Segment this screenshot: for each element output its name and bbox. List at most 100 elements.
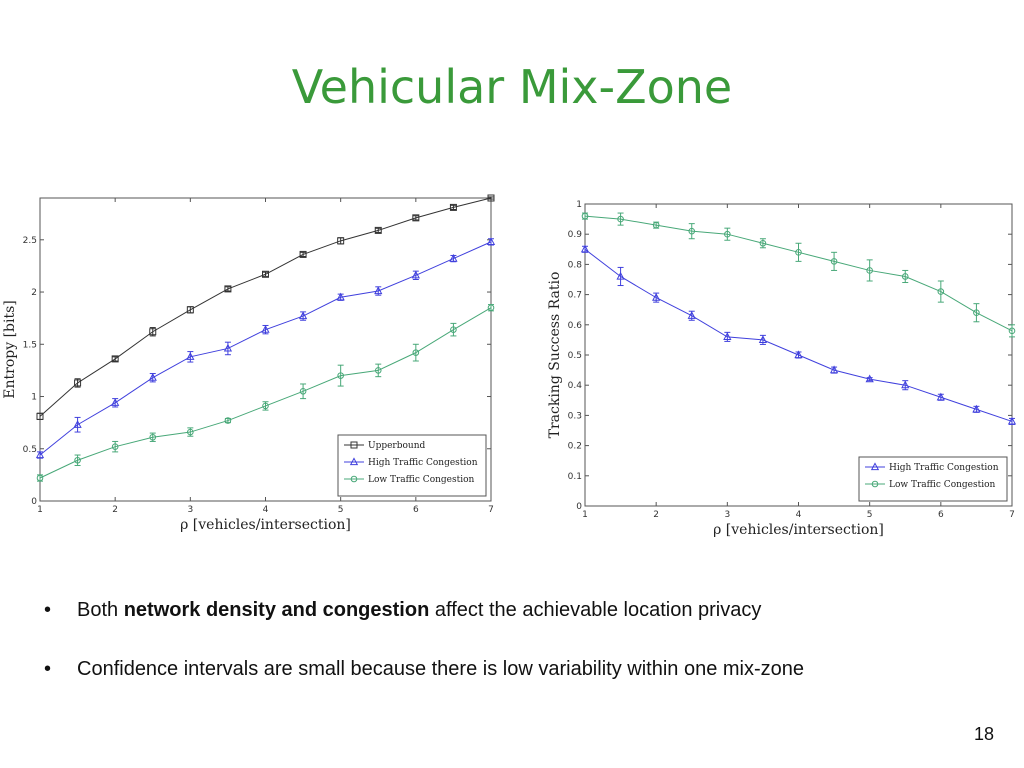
y-tick-label: 0 — [31, 497, 37, 507]
data-point — [687, 311, 696, 319]
x-tick-label: 1 — [37, 505, 43, 515]
data-point — [149, 328, 157, 336]
data-point — [794, 350, 803, 359]
y-tick-label: 1 — [31, 393, 37, 403]
legend-label: High Traffic Congestion — [368, 458, 478, 468]
data-point — [149, 433, 157, 441]
legend-marker — [870, 462, 880, 471]
data-point — [261, 324, 270, 333]
data-point — [299, 387, 307, 395]
data-point — [936, 392, 945, 401]
bullet-item-1: • Both network density and congestion af… — [44, 596, 804, 624]
x-tick-label: 2 — [112, 505, 118, 515]
y-tick-label: 0.4 — [568, 381, 583, 391]
data-point — [412, 349, 420, 356]
data-point — [901, 380, 910, 389]
data-point — [337, 237, 345, 245]
x-tick-label: 6 — [413, 505, 419, 515]
data-point — [337, 372, 344, 379]
y-tick-label: 2 — [31, 288, 37, 298]
data-point — [973, 309, 980, 317]
data-point — [487, 194, 495, 202]
data-point — [617, 215, 624, 223]
y-tick-label: 0.5 — [568, 351, 582, 361]
data-point — [74, 379, 82, 387]
data-point — [724, 230, 731, 238]
data-point — [36, 474, 44, 482]
data-point — [449, 203, 457, 211]
series-high-traffic-congestion — [35, 237, 496, 459]
x-tick-label: 1 — [582, 510, 588, 520]
bullet-item-2: • Confidence intervals are small because… — [44, 655, 804, 683]
bullet-1-rest: affect the achievable location privacy — [429, 599, 762, 621]
data-point — [374, 367, 382, 374]
data-point — [652, 221, 660, 229]
series-line — [39, 197, 492, 417]
legend-label: Low Traffic Congestion — [889, 480, 996, 490]
legend-label: Upperbound — [368, 441, 426, 451]
data-point — [866, 267, 873, 274]
legend: Upperbound High Traffic Congestion Low Tra… — [337, 434, 487, 497]
data-point — [262, 270, 269, 278]
x-tick-label: 7 — [488, 505, 494, 515]
data-point — [972, 404, 981, 413]
x-tick-label: 3 — [724, 510, 730, 520]
y-tick-label: 0.6 — [568, 321, 583, 331]
data-point — [186, 306, 194, 314]
series-line — [584, 215, 1013, 332]
bullet-dot: • — [44, 599, 52, 621]
bullet-2-text: Confidence intervals are small because t… — [77, 658, 805, 680]
x-tick-label: 7 — [1009, 510, 1015, 520]
data-point — [759, 239, 767, 247]
data-point — [581, 212, 589, 220]
x-tick-label: 4 — [263, 505, 269, 515]
page-number: 18 — [973, 724, 994, 744]
data-point — [865, 374, 874, 383]
data-point — [616, 271, 625, 280]
data-point — [299, 250, 307, 258]
data-point — [723, 332, 732, 340]
x-tick-label: 4 — [796, 510, 802, 520]
entropy-chart: 1 2 3 4 5 6 7 0 0.5 1 1.5 2 2.5 ρ [vehicles/intersect… — [2, 194, 496, 533]
legend: High Traffic Congestion Low Traffic Conge… — [858, 456, 1008, 502]
data-point — [186, 352, 195, 360]
data-point — [758, 335, 768, 343]
y-tick-label: 0.7 — [568, 291, 582, 301]
legend-label: Low Traffic Congestion — [368, 475, 475, 485]
data-point — [580, 244, 590, 253]
data-point — [224, 417, 232, 424]
data-point — [73, 420, 82, 428]
data-point — [449, 253, 458, 262]
data-point — [652, 292, 661, 301]
bullet-list: • Both network density and congestion af… — [44, 596, 804, 714]
y-tick-label: 0.9 — [568, 230, 583, 240]
data-point — [688, 227, 696, 235]
tracking-success-chart: 1 2 3 4 5 6 7 0 0.1 0.2 0.3 0.4 0.5 0.6 0.7 0.8 0.9 1 ρ [v… — [547, 200, 1017, 538]
data-point — [795, 249, 802, 256]
data-point — [111, 398, 120, 406]
series-high-traffic-congestion — [580, 244, 1017, 425]
x-tick-label: 2 — [653, 510, 659, 520]
series-low-traffic-congestion — [36, 304, 495, 482]
series-upperbound — [36, 194, 495, 421]
y-tick-label: 0.2 — [568, 442, 582, 452]
series-low-traffic-congestion — [581, 212, 1016, 338]
data-point — [336, 292, 345, 301]
data-point — [35, 450, 45, 459]
y-tick-label: 0.3 — [568, 411, 582, 421]
y-tick-label: 0.5 — [23, 445, 37, 455]
data-point — [901, 273, 909, 280]
data-point — [374, 286, 383, 295]
data-point — [1008, 327, 1016, 335]
series-line — [584, 248, 1013, 422]
x-tick-label: 5 — [867, 510, 873, 520]
data-point — [829, 365, 839, 374]
data-point — [111, 355, 119, 363]
legend-marker — [350, 441, 358, 449]
data-point — [486, 237, 496, 245]
data-point — [223, 343, 233, 352]
legend-marker — [350, 475, 358, 483]
x-axis-label: ρ [vehicles/intersection] — [713, 522, 884, 538]
data-point — [74, 456, 81, 464]
legend-box — [858, 456, 1008, 502]
